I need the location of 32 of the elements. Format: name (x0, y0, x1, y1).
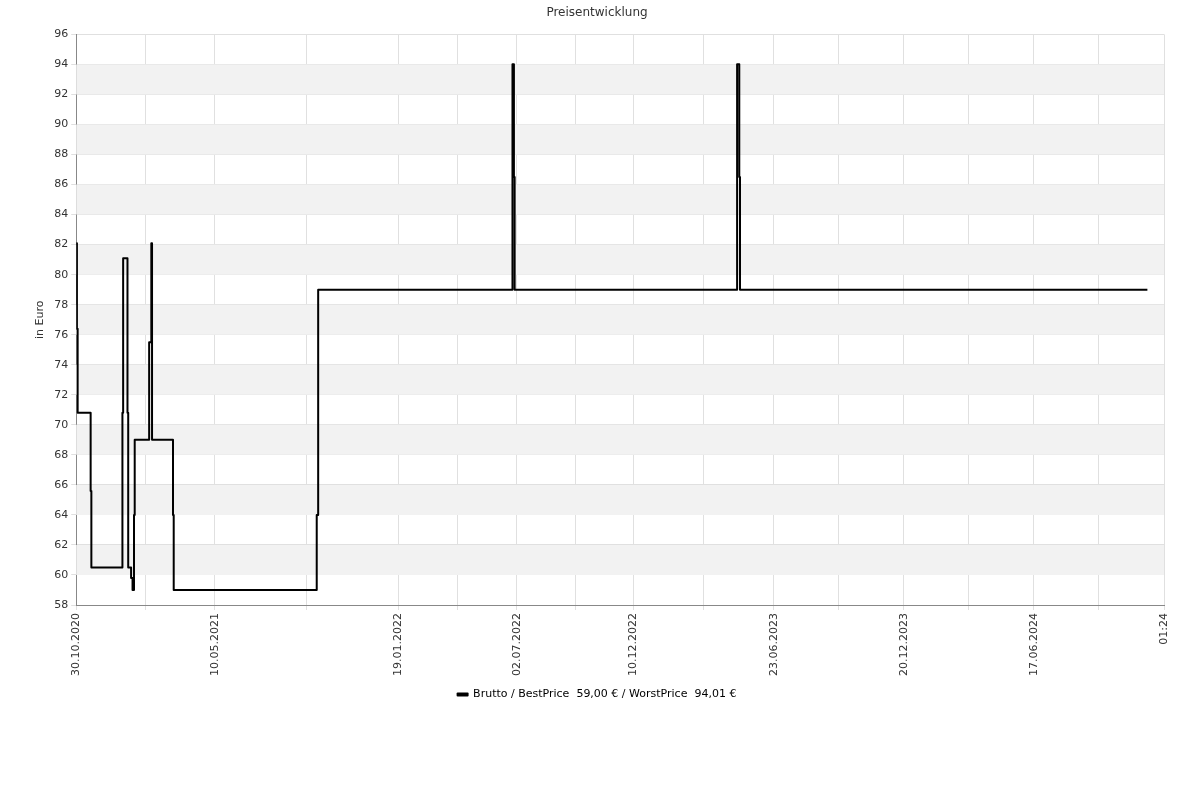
x-tick-label: 01:24 (1156, 613, 1170, 645)
y-tick-label: 92 (54, 87, 69, 101)
y-tick-label: 86 (54, 177, 69, 191)
x-tick-label: 02.07.2022 (509, 613, 523, 676)
y-tick-label: 58 (54, 597, 69, 611)
y-tick-label: 94 (54, 57, 69, 71)
y-tick-label: 76 (54, 327, 69, 341)
y-tick-label: 78 (54, 297, 69, 311)
y-tick-label: 82 (54, 237, 69, 251)
y-tick-label: 70 (54, 417, 69, 431)
x-tick-label: 19.01.2022 (391, 613, 405, 676)
y-tick-label: 88 (54, 147, 69, 161)
x-tick-label: 23.06.2023 (766, 613, 780, 676)
x-tick-label: 30.10.2020 (69, 613, 83, 676)
y-tick-label: 66 (54, 477, 69, 491)
y-tick-label: 72 (54, 387, 69, 401)
y-tick-label: 74 (54, 357, 69, 371)
y-tick-label: 62 (54, 537, 69, 551)
chart-title: Preisentwicklung (546, 5, 648, 20)
x-tick-label: 20.12.2023 (896, 613, 910, 676)
y-tick-label: 84 (54, 207, 69, 221)
y-tick-label: 90 (54, 117, 69, 131)
legend-label: Brutto / BestPrice 59,00 € / WorstPrice 94,01 € (473, 687, 737, 701)
y-tick-label: 68 (54, 447, 69, 461)
x-tick-label: 17.06.2024 (1026, 613, 1040, 676)
x-tick-label: 10.05.2021 (207, 613, 221, 676)
y-axis-title: in Euro (33, 300, 47, 339)
y-tick-label: 60 (54, 567, 69, 581)
x-tick-label: 10.12.2022 (625, 613, 639, 676)
y-tick-label: 64 (54, 507, 69, 521)
y-tick-label: 96 (54, 27, 69, 41)
y-tick-label: 80 (54, 267, 69, 281)
